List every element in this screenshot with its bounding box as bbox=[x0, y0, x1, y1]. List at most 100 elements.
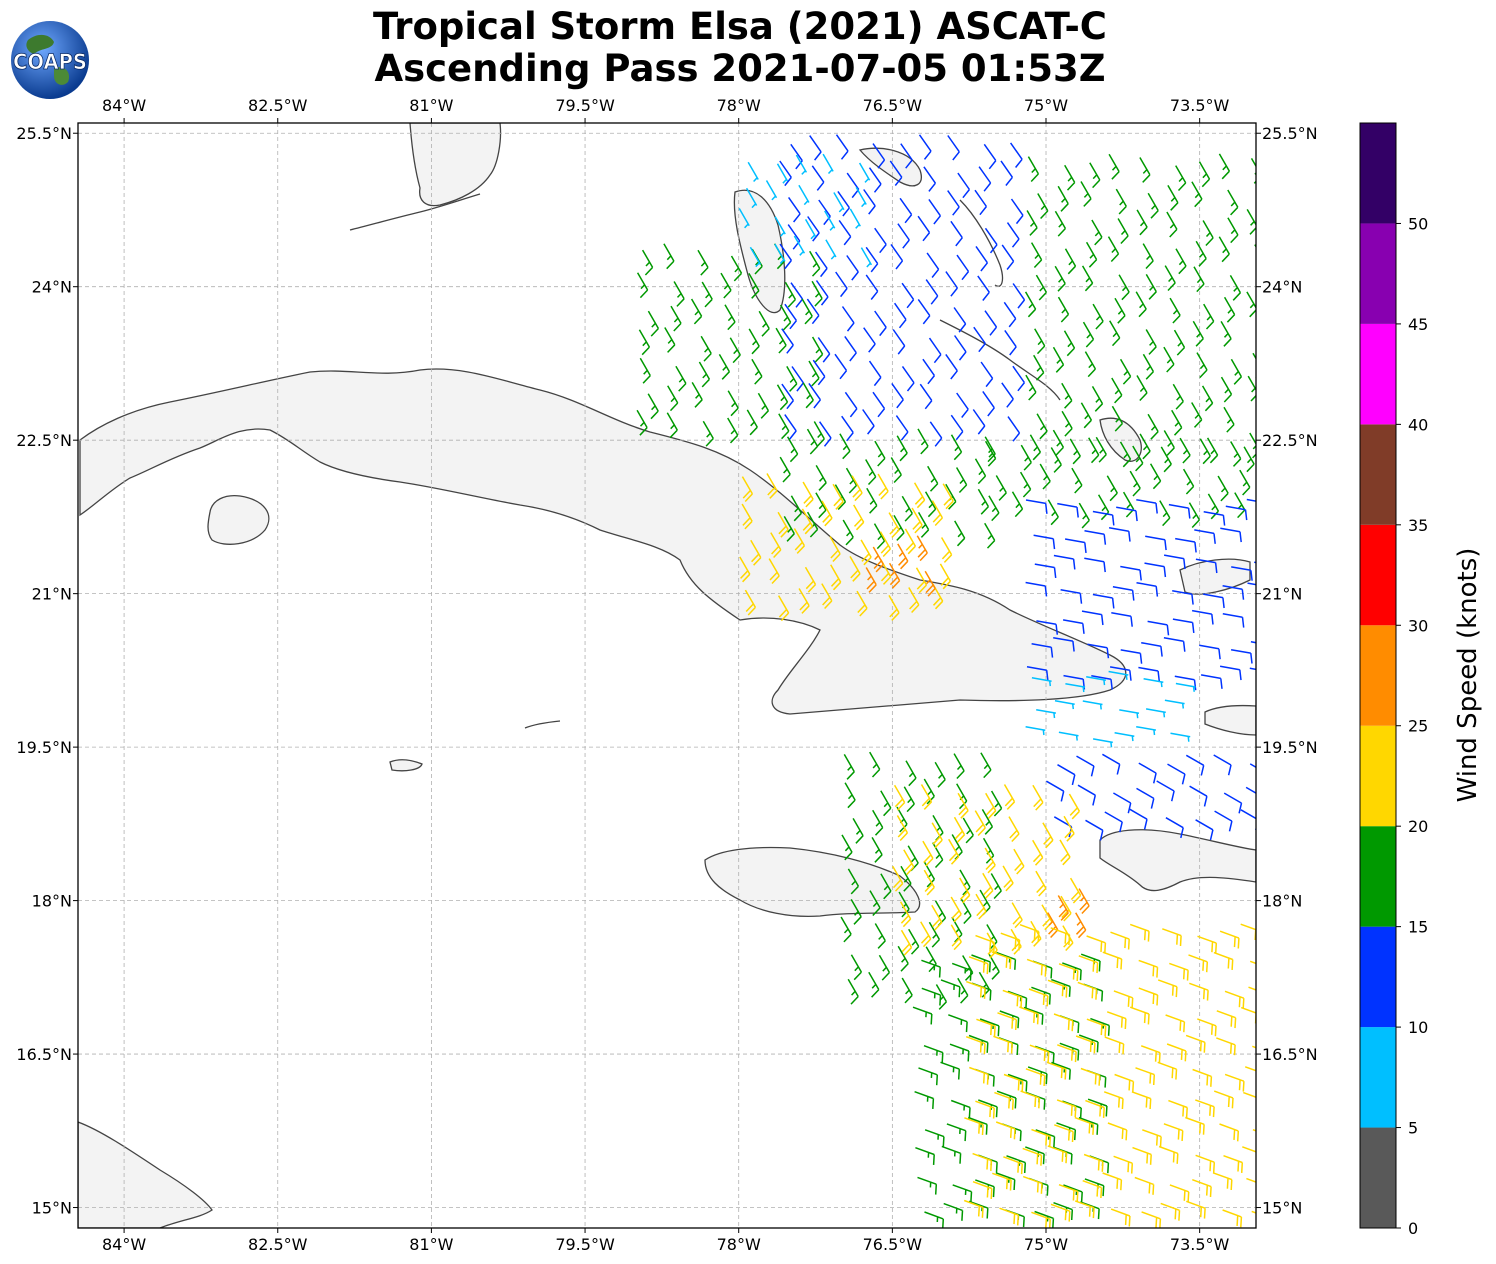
lon-tick-label: 76.5°W bbox=[863, 1235, 923, 1254]
wind-barb bbox=[957, 977, 969, 1004]
wind-barb bbox=[1166, 211, 1178, 238]
wind-barb bbox=[908, 928, 920, 955]
wind-barb bbox=[871, 837, 883, 863]
wind-barb bbox=[1192, 1178, 1212, 1198]
wind-barb bbox=[995, 1172, 1016, 1191]
wind-barb bbox=[1081, 610, 1104, 626]
wind-barb bbox=[1020, 444, 1032, 471]
wind-barb bbox=[757, 392, 770, 419]
wind-barb bbox=[925, 279, 939, 305]
wind-barb bbox=[1092, 738, 1113, 748]
wind-barb bbox=[675, 365, 687, 392]
wind-barb bbox=[888, 512, 900, 539]
wind-barb bbox=[1076, 755, 1095, 777]
lat-tick-label: 16.5°N bbox=[16, 1045, 72, 1064]
wind-barb bbox=[1197, 935, 1218, 954]
wind-barb bbox=[801, 508, 814, 535]
wind-barb bbox=[1074, 1200, 1095, 1219]
wind-barb bbox=[1036, 413, 1048, 440]
wind-barb bbox=[664, 327, 676, 353]
wind-barb bbox=[1129, 808, 1148, 830]
wind-barb bbox=[900, 929, 913, 956]
wind-barb bbox=[1195, 819, 1214, 841]
wind-barb bbox=[834, 353, 848, 380]
wind-barb bbox=[1194, 529, 1216, 544]
wind-barb bbox=[1145, 274, 1157, 300]
wind-barb bbox=[897, 223, 910, 249]
wind-barb bbox=[841, 415, 854, 442]
wind-barb bbox=[974, 810, 986, 837]
wind-barb bbox=[914, 1090, 935, 1109]
wind-barb bbox=[1242, 1146, 1256, 1153]
wind-barb bbox=[1139, 157, 1151, 183]
wind-barb bbox=[1064, 538, 1087, 553]
wind-barb bbox=[915, 567, 928, 594]
wind-barb bbox=[1147, 192, 1159, 219]
wind-barb bbox=[739, 556, 751, 583]
wind-barb bbox=[1162, 928, 1182, 947]
wind-barb bbox=[1213, 1090, 1234, 1109]
wind-barb bbox=[1078, 502, 1090, 529]
wind-barb bbox=[923, 869, 935, 896]
wind-barb bbox=[888, 595, 900, 621]
wind-barb bbox=[1141, 641, 1163, 657]
wind-barb bbox=[1082, 321, 1095, 348]
wind-barb bbox=[1058, 731, 1079, 741]
wind-barb bbox=[1258, 330, 1268, 355]
wind-barb bbox=[1140, 1045, 1161, 1064]
wind-barb bbox=[1142, 353, 1155, 380]
wind-barb bbox=[784, 414, 797, 440]
wind-barb bbox=[913, 482, 926, 509]
wind-barb bbox=[872, 546, 884, 573]
wind-barb bbox=[1012, 365, 1026, 392]
lon-tick-label: 81°W bbox=[409, 1235, 453, 1254]
lon-tick-label: 84°W bbox=[102, 1235, 146, 1254]
wind-barb bbox=[982, 390, 995, 417]
wind-barb bbox=[1164, 265, 1176, 292]
wind-barb bbox=[817, 337, 831, 363]
wind-barb bbox=[972, 1152, 993, 1171]
wind-barb bbox=[872, 143, 886, 169]
wind-barb bbox=[975, 893, 987, 920]
wind-barb bbox=[815, 280, 829, 306]
wind-barb bbox=[939, 563, 952, 590]
wind-barb bbox=[1220, 321, 1232, 347]
wind-barb bbox=[897, 543, 909, 570]
wind-barb bbox=[766, 473, 778, 499]
wind-barb bbox=[948, 1014, 968, 1033]
wind-barb bbox=[860, 247, 873, 268]
wind-barb bbox=[1156, 780, 1175, 802]
wind-barb bbox=[869, 890, 881, 917]
wind-barb bbox=[809, 250, 821, 277]
wind-barb bbox=[1163, 346, 1175, 373]
wind-barb bbox=[1028, 988, 1049, 1007]
wind-barb bbox=[1129, 1006, 1150, 1025]
wind-barb bbox=[1113, 990, 1134, 1009]
wind-barb bbox=[774, 216, 786, 237]
wind-barb bbox=[1035, 870, 1047, 897]
lat-tick-label: 22.5°N bbox=[16, 431, 72, 450]
land-jamaica bbox=[704, 846, 921, 918]
wind-barb bbox=[670, 305, 682, 332]
wind-barb bbox=[917, 298, 931, 325]
wind-barb bbox=[917, 215, 931, 242]
globe-continent-2 bbox=[54, 66, 70, 85]
wind-barb bbox=[849, 208, 861, 229]
wind-barb bbox=[744, 589, 757, 616]
wind-barb bbox=[1047, 912, 1059, 939]
wind-barb bbox=[1188, 502, 1201, 529]
wind-barb bbox=[1120, 649, 1143, 664]
wind-barb bbox=[1219, 930, 1240, 949]
wind-barb bbox=[1220, 376, 1233, 403]
wind-barb bbox=[1019, 1006, 1039, 1025]
wind-barb bbox=[1085, 819, 1104, 841]
wind-barb bbox=[720, 272, 732, 299]
wind-barb bbox=[960, 898, 972, 925]
wind-barb bbox=[955, 467, 968, 494]
lon-tick-label: 75°W bbox=[1024, 1235, 1068, 1254]
wind-barb bbox=[975, 245, 989, 272]
wind-barb bbox=[956, 254, 970, 281]
wind-barb bbox=[972, 409, 986, 435]
wind-barb bbox=[984, 227, 998, 254]
wind-barb bbox=[900, 143, 913, 169]
